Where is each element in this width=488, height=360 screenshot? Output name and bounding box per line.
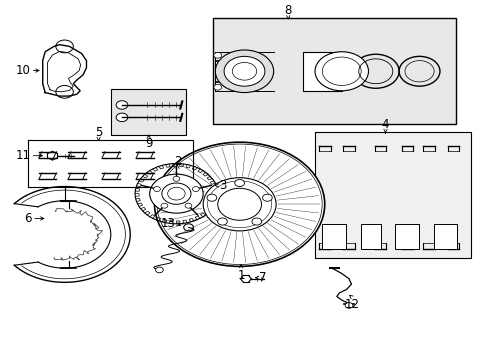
Text: 9: 9 [144, 136, 152, 149]
Circle shape [262, 194, 272, 201]
Circle shape [184, 203, 191, 208]
Circle shape [149, 174, 203, 213]
Circle shape [173, 176, 180, 181]
Bar [212, 18, 455, 125]
Circle shape [314, 52, 368, 91]
Text: 1: 1 [237, 269, 244, 282]
Circle shape [116, 101, 127, 109]
Bar [28, 140, 193, 186]
Circle shape [161, 203, 167, 208]
Circle shape [154, 142, 324, 266]
Circle shape [167, 187, 185, 200]
Circle shape [213, 84, 221, 90]
Circle shape [203, 178, 276, 231]
Text: 11: 11 [16, 149, 30, 162]
Circle shape [155, 267, 163, 273]
Text: 7: 7 [259, 271, 266, 284]
Text: 8: 8 [284, 4, 291, 17]
Circle shape [206, 194, 216, 201]
Text: 12: 12 [344, 298, 359, 311]
Circle shape [162, 183, 191, 204]
Bar [394, 224, 418, 249]
Circle shape [153, 186, 160, 192]
Bar [302, 52, 341, 91]
Text: 4: 4 [381, 117, 388, 131]
Bar [361, 224, 380, 249]
Circle shape [116, 113, 127, 122]
Circle shape [217, 218, 227, 225]
Circle shape [192, 186, 199, 192]
Circle shape [217, 188, 261, 220]
Text: 3: 3 [218, 179, 225, 192]
Circle shape [234, 179, 244, 186]
Circle shape [224, 57, 264, 86]
Text: 6: 6 [24, 212, 32, 225]
Circle shape [213, 53, 221, 58]
Text: 5: 5 [95, 126, 102, 139]
Circle shape [345, 302, 352, 308]
Text: 13: 13 [160, 217, 175, 230]
Bar [111, 89, 186, 135]
Bar [433, 224, 457, 249]
Text: 2: 2 [173, 155, 181, 168]
Bar [314, 131, 469, 257]
Text: 10: 10 [16, 64, 30, 77]
Bar [322, 224, 345, 249]
Circle shape [215, 50, 273, 93]
Circle shape [251, 218, 261, 225]
